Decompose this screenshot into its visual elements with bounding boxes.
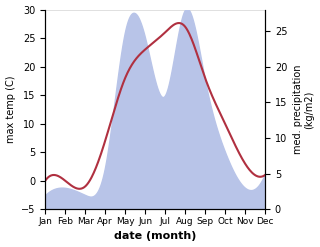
X-axis label: date (month): date (month) — [114, 231, 196, 242]
Y-axis label: med. precipitation
(kg/m2): med. precipitation (kg/m2) — [293, 65, 315, 154]
Y-axis label: max temp (C): max temp (C) — [5, 76, 16, 143]
